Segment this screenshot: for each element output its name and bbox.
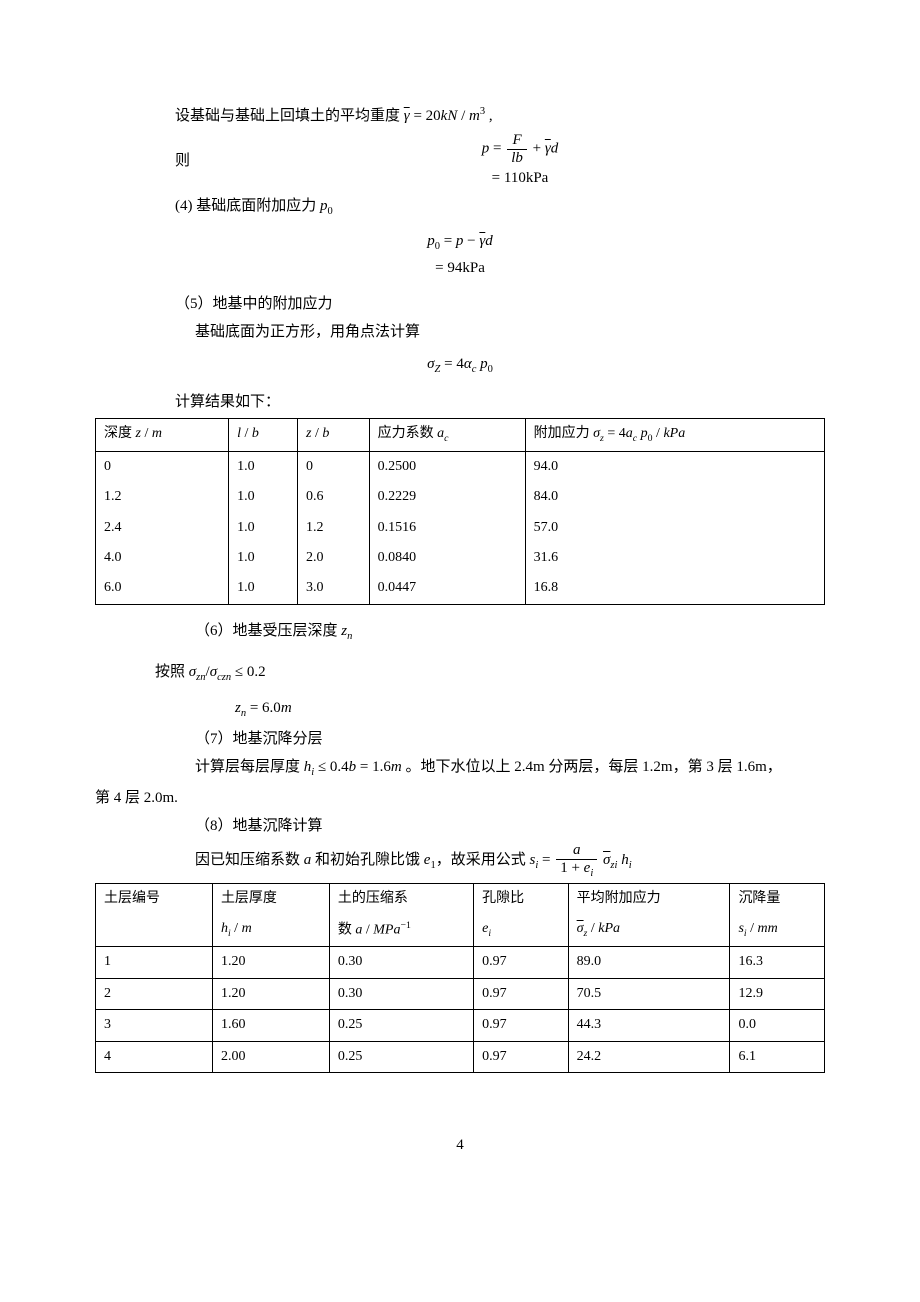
sec5-result-label: 计算结果如下： [95,390,825,414]
table-row: 深度 z / m l / b z / b 应力系数 ac 附加应力 σz = 4… [96,419,825,451]
table-row: 2.41.01.20.151657.0 [96,513,825,543]
sec6-title: （6）地基受压层深度 zn [95,619,825,646]
sec7-title: （7）地基沉降分层 [95,727,825,751]
th-thick: 土层厚度 [212,884,329,915]
table-row: 42.000.250.9724.26.1 [96,1041,825,1072]
th-zb: z / b [297,419,369,451]
sec7-desc: 计算层每层厚度 hi ≤ 0.4b = 1.6m 。地下水位以上 2.4m 分两… [95,755,825,782]
sec4-title: (4) 基础底面附加应力 p0 [95,194,825,221]
th-ac: 应力系数 ac [369,419,525,451]
eq-p0: p0 = p − γd = 94kPa [95,229,825,280]
th-sigma: 附加应力 σz = 4ac p0 / kPa [525,419,824,451]
sec6-cond: 按照 σzn/σczn ≤ 0.2 [95,660,825,687]
page-number: 4 [95,1133,825,1157]
table-row: 01.000.250094.0 [96,451,825,482]
th-depth: 深度 z / m [96,419,229,451]
sec5-title: （5）地基中的附加应力 [95,292,825,316]
sec7-desc2: 第 4 层 2.0m. [95,786,825,810]
table-settlement: 土层编号 土层厚度 土的压缩系 孔隙比 平均附加应力 沉降量 hi / m 数 … [95,883,825,1073]
th-lb: l / b [229,419,298,451]
table-row: 11.200.300.9789.016.3 [96,947,825,978]
table-row: 4.01.02.00.084031.6 [96,543,825,573]
table-stress: 深度 z / m l / b z / b 应力系数 ac 附加应力 σz = 4… [95,418,825,604]
then-row: 则 p = Flb + γd = 110kPa [95,132,825,190]
sec6-result: zn = 6.0m [95,696,825,723]
table-row: 6.01.03.00.044716.8 [96,573,825,604]
sec8-desc: 因已知压缩系数 a 和初始孔隙比饿 e1，故采用公式 si = a1 + ei … [95,842,825,879]
th-layer: 土层编号 [96,884,213,947]
assume-text: 设基础与基础上回填土的平均重度 γ = 20kN / m3 , [95,104,825,128]
eq-p: p = Flb + γd = 110kPa [215,132,825,190]
th-comp: 土的压缩系 [329,884,473,915]
table-row: 21.200.300.9770.512.9 [96,978,825,1009]
table-row: 1.21.00.60.222984.0 [96,482,825,512]
table-row: 31.600.250.9744.30.0 [96,1010,825,1041]
th-void: 孔隙比 [474,884,569,915]
sec5-desc: 基础底面为正方形，用角点法计算 [95,320,825,344]
sec8-title: （8）地基沉降计算 [95,814,825,838]
th-sigma: 平均附加应力 [568,884,730,915]
eq-sigmaz: σZ = 4αc p0 [95,352,825,379]
then-label: 则 [95,149,215,173]
th-settle: 沉降量 [730,884,825,915]
table-row: 土层编号 土层厚度 土的压缩系 孔隙比 平均附加应力 沉降量 [96,884,825,915]
